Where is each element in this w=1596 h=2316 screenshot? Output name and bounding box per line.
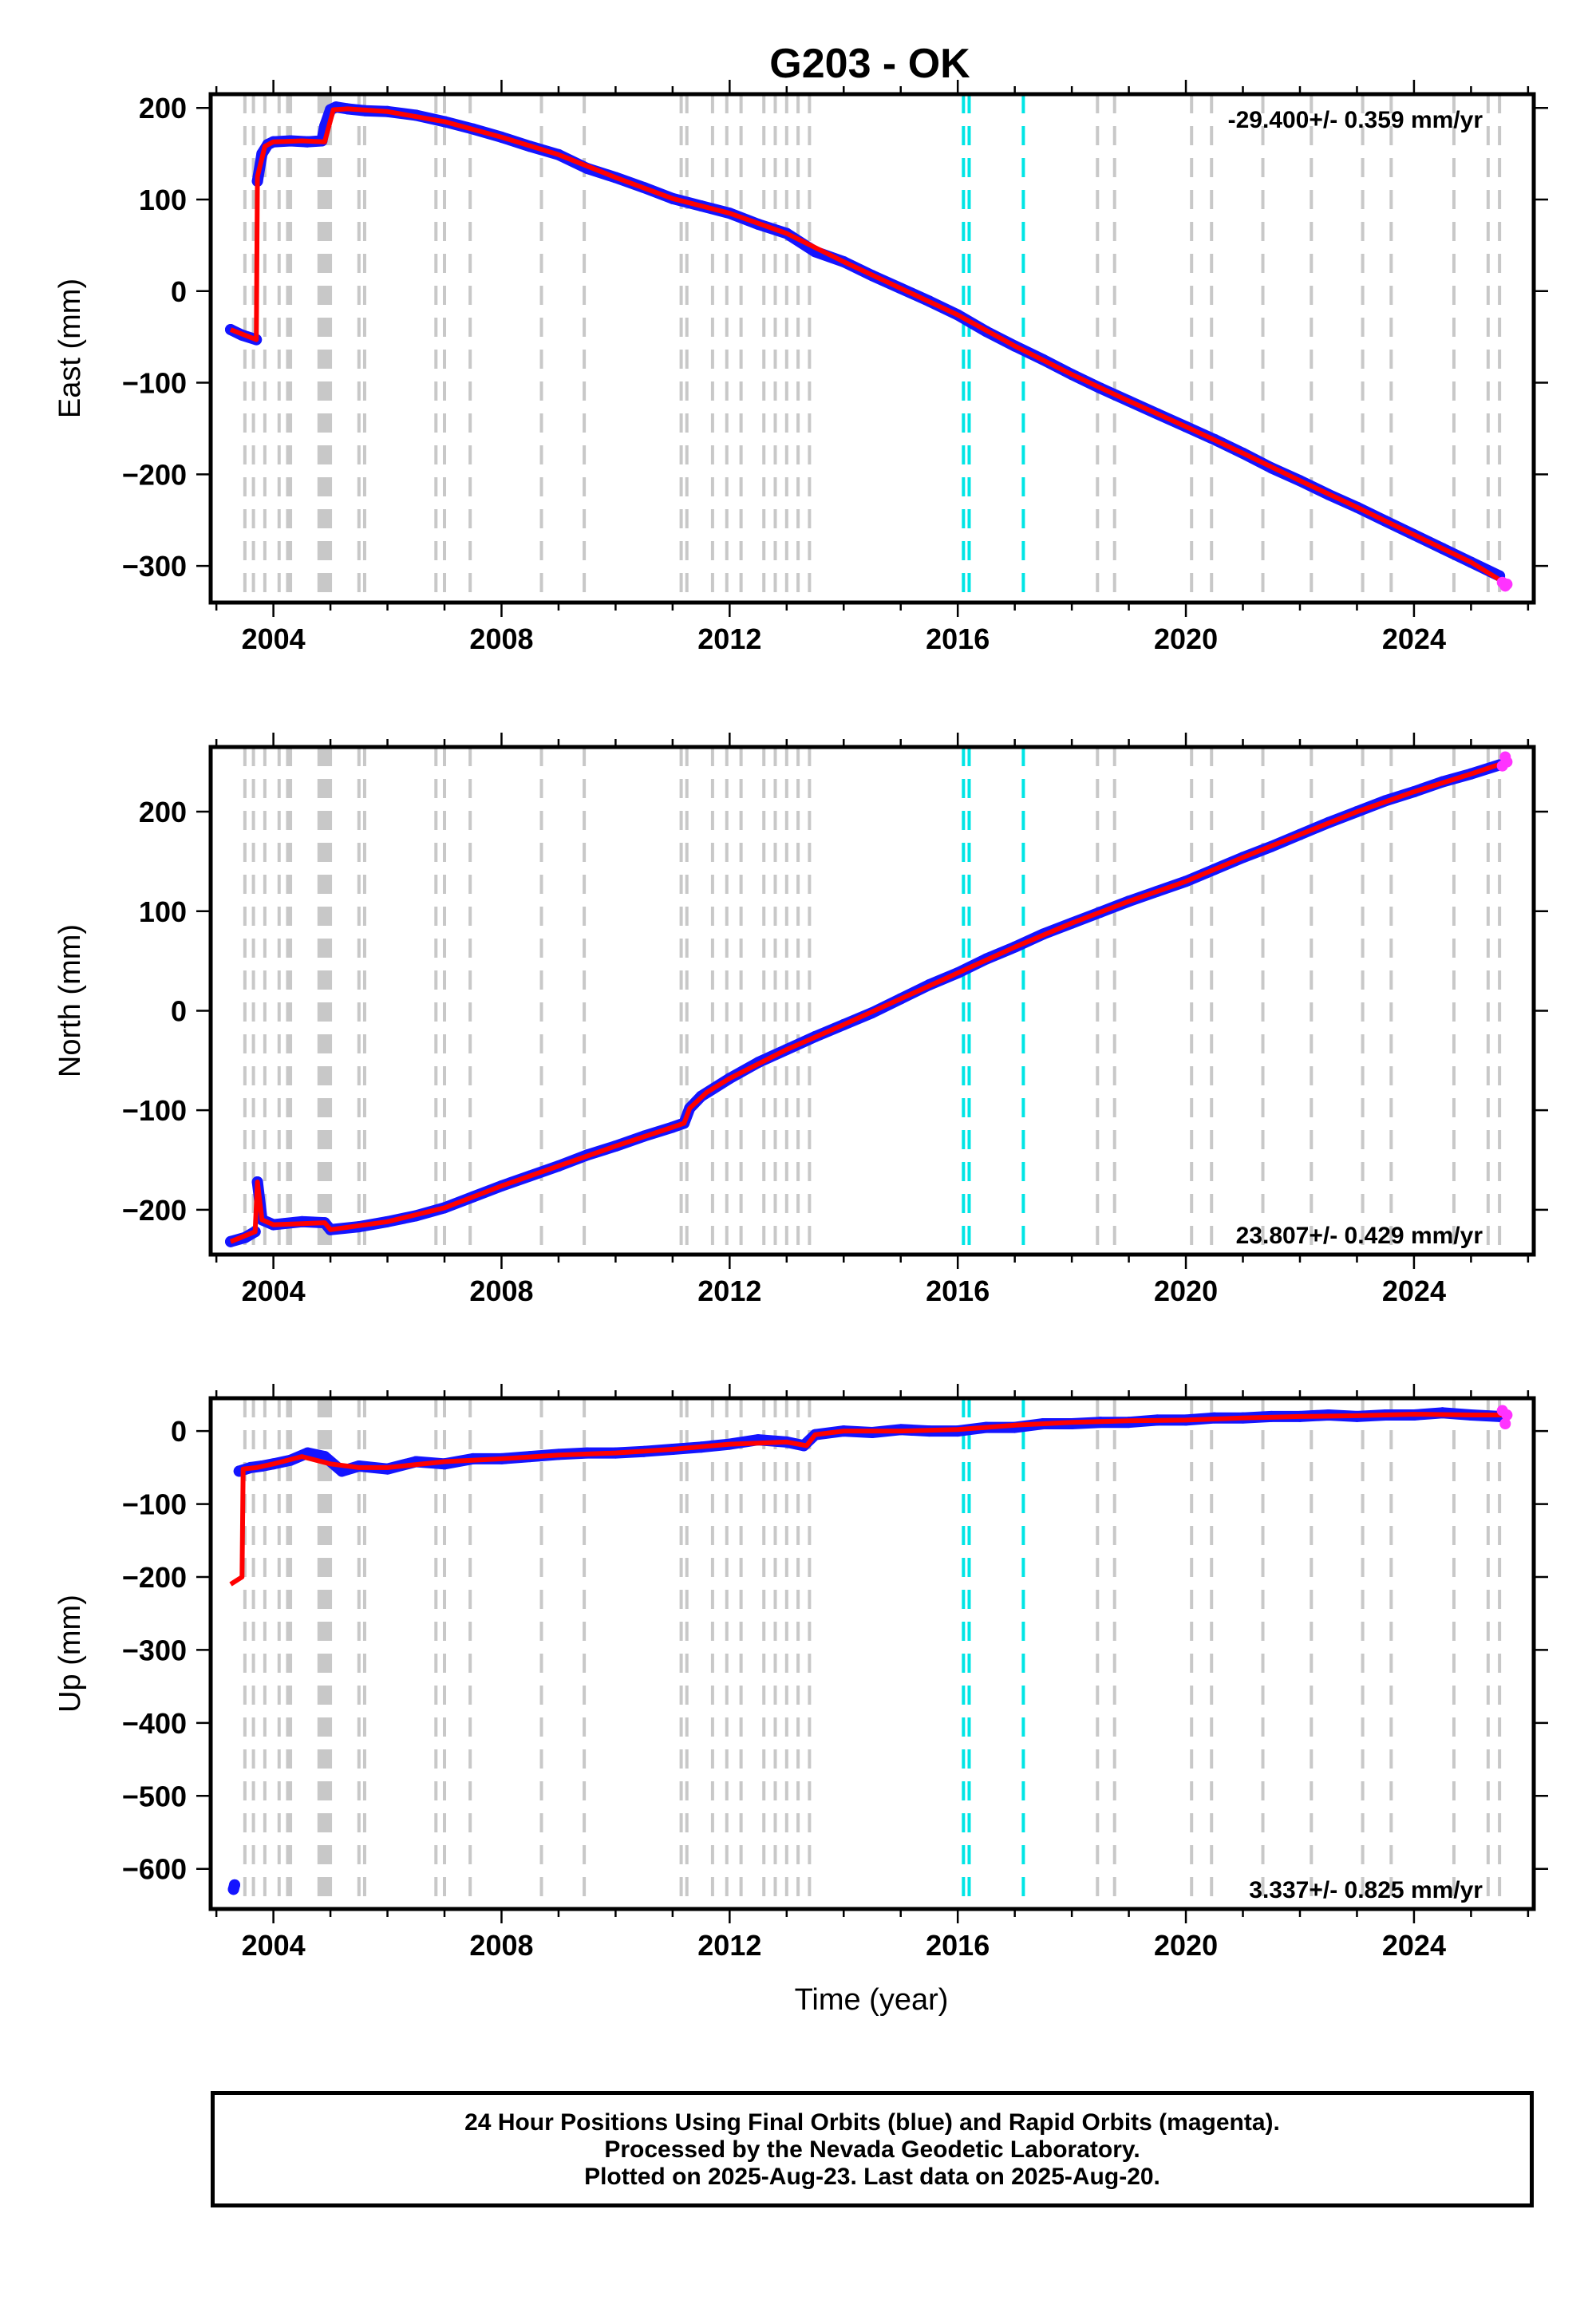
- y-tick-label: 100: [139, 184, 187, 216]
- model-fit-line: [229, 1412, 1507, 1587]
- model-fit-line: [229, 106, 1508, 587]
- y-tick-label: −100: [122, 367, 187, 400]
- final-orbit-point: [229, 1879, 241, 1891]
- y-tick-label: 200: [139, 796, 187, 828]
- rapid-orbit-point: [1501, 579, 1513, 591]
- north-y-axis-label: North (mm): [53, 924, 87, 1077]
- x-tick-label: 2004: [242, 1929, 306, 1962]
- x-tick-label: 2012: [697, 622, 761, 655]
- east-plot-area: [225, 94, 1513, 603]
- north-rate-label: 23.807+/- 0.429 mm/yr: [1236, 1223, 1483, 1249]
- y-tick-label: −500: [122, 1780, 187, 1812]
- x-tick-label: 2020: [1154, 1275, 1218, 1307]
- x-tick-label: 2016: [926, 622, 990, 655]
- up-plot-area: [227, 1398, 1513, 1909]
- north-panel: 2004 2008 2012 2016 2020 2024 200 100 0 −100 −200 N…: [53, 733, 1548, 1307]
- y-tick-label: −200: [122, 1561, 187, 1594]
- x-tick-label: 2020: [1154, 622, 1218, 655]
- rapid-orbit-point: [1499, 1418, 1511, 1429]
- north-frame: [208, 745, 1536, 1257]
- east-frame: [208, 92, 1536, 605]
- x-tick-label: 2016: [926, 1929, 990, 1962]
- y-tick-label: −300: [122, 550, 187, 583]
- y-tick-label: −600: [122, 1853, 187, 1886]
- y-tick-label: 0: [171, 994, 187, 1027]
- x-tick-label: 2008: [469, 622, 533, 655]
- y-tick-label: 100: [139, 895, 187, 928]
- north-plot-area: [225, 747, 1513, 1255]
- y-tick-label: −100: [122, 1094, 187, 1127]
- model-fit-line: [229, 759, 1508, 1244]
- x-tick-label: 2004: [242, 622, 306, 655]
- x-tick-label: 2016: [926, 1275, 990, 1307]
- x-tick-label: 2020: [1154, 1929, 1218, 1962]
- east-rate-label: -29.400+/- 0.359 mm/yr: [1228, 107, 1483, 133]
- x-tick-label: 2024: [1382, 622, 1446, 655]
- y-tick-label: −200: [122, 458, 187, 491]
- footer-note-box: 24 Hour Positions Using Final Orbits (bl…: [211, 2091, 1534, 2207]
- y-tick-label: −400: [122, 1707, 187, 1740]
- x-tick-label: 2008: [469, 1275, 533, 1307]
- up-frame: [208, 1396, 1536, 1911]
- figure-title: G203 - OK: [769, 41, 970, 87]
- y-tick-label: 0: [171, 275, 187, 308]
- final-orbits-band: [251, 101, 1506, 582]
- final-orbits-band: [251, 759, 1506, 1235]
- x-tick-label: 2008: [469, 1929, 533, 1962]
- y-tick-label: −200: [122, 1194, 187, 1227]
- up-rate-label: 3.337+/- 0.825 mm/yr: [1249, 1877, 1483, 1903]
- x-tick-label: 2024: [1382, 1929, 1446, 1962]
- footer-line-orbits: 24 Hour Positions Using Final Orbits (bl…: [464, 2109, 1280, 2136]
- up-panel: 2004 2008 2012 2016 2020 2024 0 −100 −200 −300 −40…: [53, 1384, 1548, 1962]
- y-tick-label: 0: [171, 1415, 187, 1448]
- east-y-axis-label: East (mm): [53, 279, 87, 418]
- footer-line-processed: Processed by the Nevada Geodetic Laborat…: [604, 2136, 1140, 2163]
- x-tick-label: 2004: [242, 1275, 306, 1307]
- y-tick-label: −300: [122, 1634, 187, 1666]
- up-y-axis-label: Up (mm): [53, 1595, 87, 1713]
- y-tick-label: −100: [122, 1488, 187, 1521]
- x-tick-label: 2012: [697, 1275, 761, 1307]
- x-tick-label: 2024: [1382, 1275, 1446, 1307]
- rapid-orbit-point: [1501, 1409, 1513, 1421]
- east-panel: 2004 2008 2012 2016 2020 2024 200 100 0 −100 −200 −…: [53, 80, 1548, 655]
- x-axis-label: Time (year): [795, 1983, 949, 2017]
- x-tick-label: 2012: [697, 1929, 761, 1962]
- y-tick-label: 200: [139, 92, 187, 124]
- footer-line-dates: Plotted on 2025-Aug-23. Last data on 202…: [584, 2164, 1160, 2190]
- rapid-orbit-point: [1501, 756, 1513, 768]
- final-orbit-point: [336, 1465, 348, 1477]
